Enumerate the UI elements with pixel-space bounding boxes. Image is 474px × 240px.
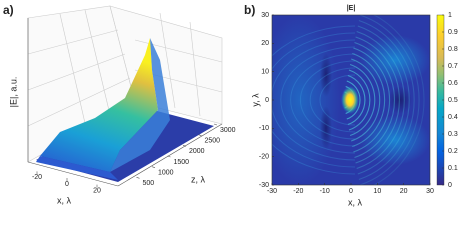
colorbar-tick-label: 0.2 [448, 148, 458, 155]
y-tick-label: 30 [261, 12, 269, 19]
x-tick-label: -10 [320, 188, 330, 195]
fringe [353, 47, 391, 153]
z-tick-label: 2000 [189, 148, 205, 155]
z-tick-label: 500 [143, 180, 155, 187]
z-tick [213, 123, 218, 126]
figure: a) |E|, a.u. x, λ z, λ b) |E| x, λ y, λ … [3, 3, 458, 207]
fringe [357, 25, 410, 175]
z-tick-label: 2500 [205, 138, 221, 145]
x-tick-label: 0 [349, 188, 353, 195]
x-axis-label: x, λ [57, 195, 72, 205]
fringe [372, 15, 425, 185]
fringe [272, 32, 356, 168]
y-axis-label: z, λ [191, 174, 206, 184]
z-tick [151, 166, 156, 168]
x-tick-label: 20 [93, 188, 101, 195]
fringe [272, 25, 356, 175]
z-axis-label: |E|, a.u. [8, 77, 18, 108]
fringe [359, 15, 420, 185]
chart-title: |E| [347, 5, 356, 12]
colorbar-tick-label: 0.5 [448, 97, 458, 104]
z-tick-label: 3000 [220, 127, 236, 134]
colorbar-tick-label: 0.6 [448, 80, 458, 87]
z-tick-label: 1000 [158, 170, 174, 177]
fringe [347, 74, 366, 126]
panel-label: b) [244, 3, 255, 17]
fringe [290, 53, 356, 147]
y-tick-label: -20 [259, 154, 269, 161]
z-tick [182, 145, 187, 147]
x-tick-label: 20 [400, 188, 408, 195]
fringe [352, 52, 386, 148]
fringe [354, 41, 396, 159]
fringe [299, 60, 356, 140]
colorbar-tick-label: 0.3 [448, 131, 458, 138]
fringe [348, 69, 371, 131]
fringe [346, 80, 361, 120]
colorbar-tick-label: 0.7 [448, 63, 458, 70]
y-axis-label: y, λ [250, 93, 260, 107]
colorbar-tick-label: 0.4 [448, 114, 458, 121]
z-tick [198, 134, 202, 136]
x-tick-label: -20 [293, 188, 303, 195]
x-tick-label: 0 [65, 181, 69, 188]
colorbar-tick-label: 0.9 [448, 29, 458, 36]
fringe [349, 63, 376, 137]
fringe [319, 74, 356, 126]
z-tick [136, 177, 140, 179]
x-tick-label: 10 [373, 188, 381, 195]
y-tick-label: -10 [259, 125, 269, 132]
focal-spot [341, 86, 359, 114]
fringe [358, 19, 415, 181]
y-tick-label: -30 [259, 182, 269, 189]
heatmap [272, 15, 430, 185]
x-tick-label: -20 [32, 174, 42, 181]
x-tick-label: -30 [267, 188, 277, 195]
y-tick-label: 0 [265, 97, 269, 104]
colorbar-tick-label: 0.8 [448, 46, 458, 53]
z-tick [167, 155, 171, 158]
fringe [309, 67, 356, 133]
fringe [355, 36, 400, 164]
colorbar-tick-label: 0 [448, 182, 452, 189]
panel-label: a) [3, 3, 14, 17]
y-tick-label: 10 [261, 69, 269, 76]
fringe [356, 30, 405, 170]
y-tick-label: 20 [261, 40, 269, 47]
colorbar-tick-label: 1 [448, 12, 452, 19]
colorbar-tick-label: 0.1 [448, 165, 458, 172]
fringe [351, 58, 381, 142]
z-tick-label: 1500 [174, 159, 190, 166]
surface [36, 38, 214, 182]
x-axis-label: x, λ [348, 197, 363, 207]
x-tick-label: 30 [426, 188, 434, 195]
fringe [272, 39, 356, 161]
fringe [280, 46, 356, 154]
